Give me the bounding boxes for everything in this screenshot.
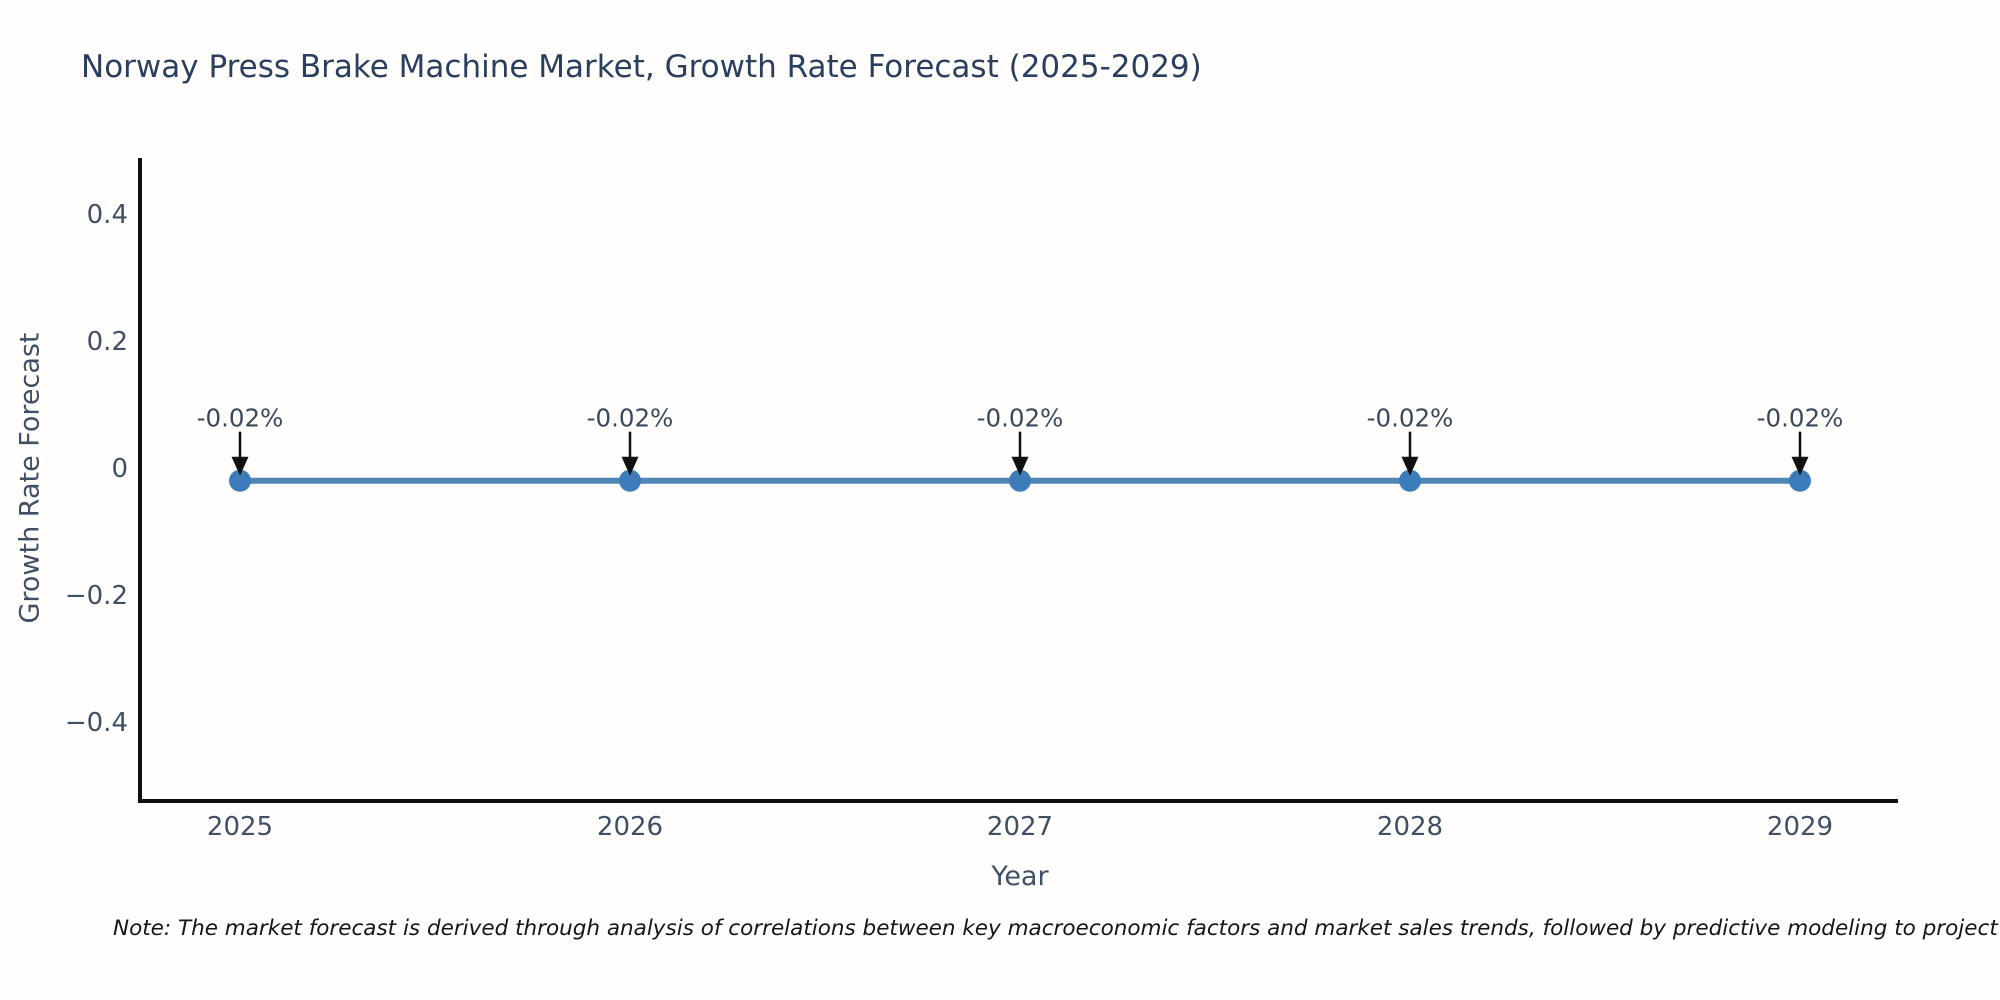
y-tick-label: −0.4 [65,708,128,738]
x-tick-label: 2026 [597,812,663,842]
point-annotation: -0.02% [977,404,1064,433]
x-tick-label: 2027 [987,812,1053,842]
data-point [1009,469,1031,492]
y-tick-label: 0.4 [87,200,128,230]
y-tick-label: 0.2 [87,327,128,357]
annotation-arrow-head [231,456,249,476]
chart-title: Norway Press Brake Machine Market, Growt… [81,49,1202,85]
x-tick-label: 2029 [1767,812,1833,842]
data-point [229,469,251,492]
point-annotation: -0.02% [587,404,674,433]
data-point [1789,469,1811,492]
annotation-arrow-head [1791,456,1809,476]
point-annotation: -0.02% [197,404,284,433]
annotation-arrow-head [621,456,639,476]
data-point [619,469,641,492]
x-tick-label: 2028 [1377,812,1443,842]
data-point [1399,469,1421,492]
x-tick-label: 2025 [207,812,273,842]
point-annotation: -0.02% [1367,404,1454,433]
y-tick-label: 0 [111,454,128,484]
annotation-arrow-head [1401,456,1419,476]
y-tick-label: −0.2 [65,581,128,611]
annotation-arrow-head [1011,456,1029,476]
point-annotation: -0.02% [1757,404,1844,433]
footnote: Note: The market forecast is derived thr… [113,916,2000,941]
x-axis-title: Year [990,861,1049,892]
